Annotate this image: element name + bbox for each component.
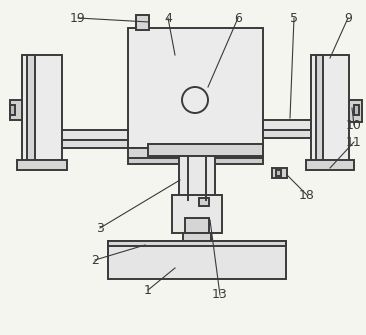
Bar: [183, 233, 211, 241]
Text: 9: 9: [344, 11, 352, 24]
Bar: [172, 195, 222, 233]
Bar: [199, 198, 209, 206]
Bar: [128, 28, 263, 148]
Bar: [108, 241, 286, 279]
Bar: [148, 144, 263, 156]
Bar: [10, 100, 22, 120]
Text: 19: 19: [70, 11, 86, 24]
Bar: [22, 55, 62, 165]
Bar: [62, 130, 128, 140]
Text: 5: 5: [290, 11, 298, 24]
Bar: [136, 15, 149, 30]
Bar: [263, 120, 311, 130]
Bar: [128, 148, 263, 158]
Text: 13: 13: [212, 288, 228, 302]
Text: 2: 2: [91, 254, 99, 267]
Bar: [17, 160, 67, 170]
Text: 3: 3: [96, 221, 104, 234]
Text: 10: 10: [346, 119, 362, 132]
Text: 4: 4: [164, 11, 172, 24]
Bar: [263, 130, 311, 138]
Bar: [316, 55, 323, 165]
Text: 11: 11: [346, 135, 362, 148]
Text: 1: 1: [144, 283, 152, 296]
Bar: [108, 241, 286, 246]
Bar: [272, 168, 287, 178]
Text: 18: 18: [299, 189, 315, 201]
Bar: [349, 100, 362, 122]
Bar: [27, 55, 35, 165]
Bar: [354, 105, 359, 115]
Text: 6: 6: [234, 11, 242, 24]
Bar: [311, 55, 349, 165]
Bar: [185, 218, 209, 233]
Bar: [128, 158, 263, 164]
Bar: [62, 140, 128, 148]
Bar: [276, 170, 281, 176]
Bar: [306, 160, 354, 170]
Bar: [179, 156, 215, 201]
Bar: [10, 105, 15, 115]
